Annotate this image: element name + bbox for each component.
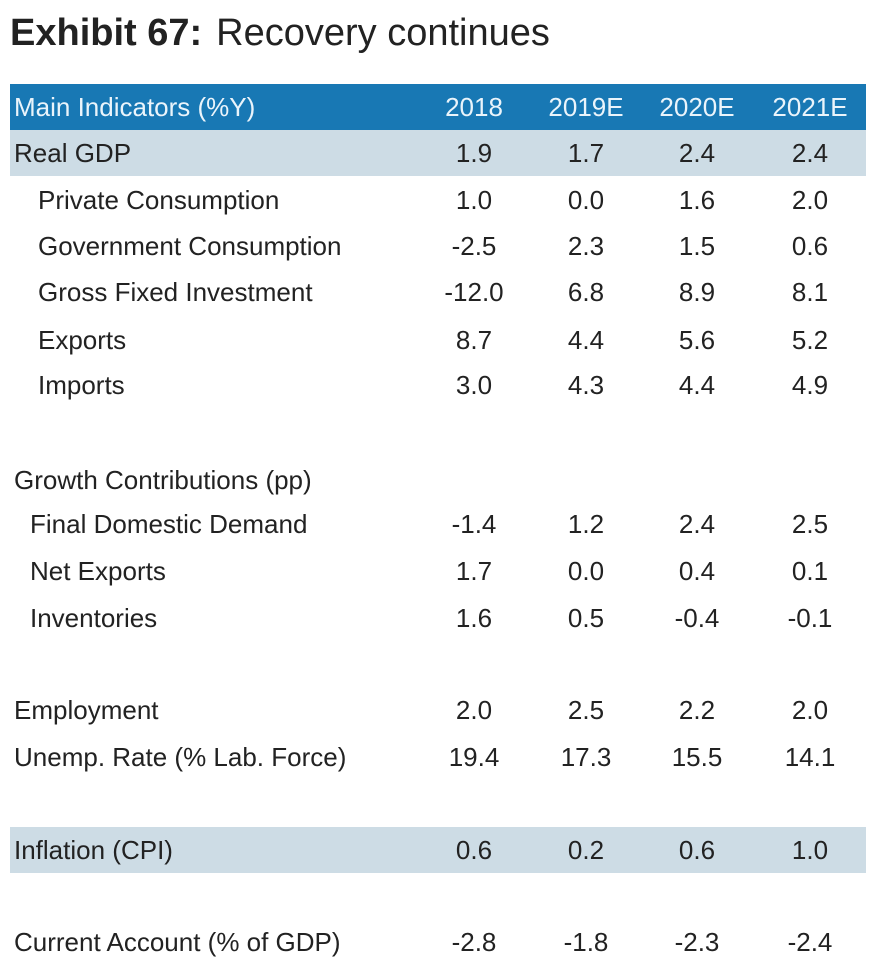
row-value: 0.6 bbox=[455, 834, 493, 865]
table-row: Net Exports 1.7 0.0 0.4 0.1 bbox=[10, 548, 866, 594]
row-value: -0.4 bbox=[674, 602, 720, 633]
row-value: 2.5 bbox=[567, 694, 605, 725]
row-value: 2.4 bbox=[678, 137, 716, 168]
row-value: 1.7 bbox=[455, 555, 493, 586]
row-value: 1.0 bbox=[791, 834, 829, 865]
row-value: 4.4 bbox=[678, 369, 716, 400]
table-row: Gross Fixed Investment -12.0 6.8 8.9 8.1 bbox=[10, 269, 866, 315]
row-value: 0.1 bbox=[791, 555, 829, 586]
table-row: Private Consumption 1.0 0.0 1.6 2.0 bbox=[10, 177, 866, 223]
table-row: Growth Contributions (pp) bbox=[10, 457, 866, 503]
exhibit-number: Exhibit 67: bbox=[10, 12, 203, 54]
row-value: -2.8 bbox=[451, 926, 497, 957]
row-value: 19.4 bbox=[448, 741, 500, 772]
table-row: Final Domestic Demand -1.4 1.2 2.4 2.5 bbox=[10, 501, 866, 547]
row-value: 3.0 bbox=[455, 369, 493, 400]
table-row: Government Consumption -2.5 2.3 1.5 0.6 bbox=[10, 223, 866, 269]
table-row: Exports 8.7 4.4 5.6 5.2 bbox=[10, 317, 866, 363]
column-header: 2019E bbox=[548, 91, 624, 122]
row-value: -2.3 bbox=[674, 926, 720, 957]
row-value: 4.3 bbox=[567, 369, 605, 400]
row-value: 5.6 bbox=[678, 324, 716, 355]
row-value: 6.8 bbox=[567, 276, 605, 307]
row-value: 0.0 bbox=[567, 555, 605, 586]
exhibit-caption: Recovery continues bbox=[216, 12, 550, 54]
row-label: Exports bbox=[38, 324, 127, 355]
row-value: 0.0 bbox=[567, 184, 605, 215]
row-label: Government Consumption bbox=[38, 230, 342, 261]
row-value: 2.3 bbox=[567, 230, 605, 261]
row-value: 2.5 bbox=[791, 508, 829, 539]
row-value: 1.2 bbox=[567, 508, 605, 539]
row-label: Inflation (CPI) bbox=[14, 834, 173, 865]
row-label: Final Domestic Demand bbox=[30, 508, 308, 539]
table-row: Real GDP 1.9 1.7 2.4 2.4 bbox=[10, 130, 866, 176]
row-value: -1.8 bbox=[563, 926, 609, 957]
row-value: 0.2 bbox=[567, 834, 605, 865]
row-label: Employment bbox=[14, 694, 159, 725]
table-row: Inventories 1.6 0.5 -0.4 -0.1 bbox=[10, 595, 866, 641]
row-value: 2.0 bbox=[791, 184, 829, 215]
row-label: Net Exports bbox=[30, 555, 166, 586]
row-value: 1.5 bbox=[678, 230, 716, 261]
table-row: Inflation (CPI) 0.6 0.2 0.6 1.0 bbox=[10, 827, 866, 873]
table-row: Unemp. Rate (% Lab. Force) 19.4 17.3 15.5 14… bbox=[10, 734, 866, 780]
row-value: 1.6 bbox=[678, 184, 716, 215]
row-value: 8.9 bbox=[678, 276, 716, 307]
table-row: Current Account (% of GDP) -2.8 -1.8 -2.3 -2… bbox=[10, 919, 866, 965]
row-value: -2.4 bbox=[787, 926, 833, 957]
row-label: Unemp. Rate (% Lab. Force) bbox=[14, 741, 347, 772]
table-header: Main Indicators (%Y) 2018 2019E 2020E 20… bbox=[10, 84, 866, 130]
table-row: Imports 3.0 4.3 4.4 4.9 bbox=[10, 362, 866, 408]
column-header: 2020E bbox=[659, 91, 735, 122]
column-header: 2021E bbox=[772, 91, 848, 122]
row-value: 1.0 bbox=[455, 184, 493, 215]
row-value: -0.1 bbox=[787, 602, 833, 633]
column-header: 2018 bbox=[445, 91, 503, 122]
row-value: 0.6 bbox=[678, 834, 716, 865]
row-label: Real GDP bbox=[14, 137, 132, 168]
row-value: 4.4 bbox=[567, 324, 605, 355]
row-value: 17.3 bbox=[560, 741, 612, 772]
row-value: 5.2 bbox=[791, 324, 829, 355]
row-label: Private Consumption bbox=[38, 184, 280, 215]
row-value: 1.7 bbox=[567, 137, 605, 168]
row-value: 2.4 bbox=[791, 137, 829, 168]
row-value: 8.1 bbox=[791, 276, 829, 307]
row-label: Current Account (% of GDP) bbox=[14, 926, 341, 957]
exhibit-title: Exhibit 67: Recovery continues bbox=[10, 12, 550, 55]
row-value: 15.5 bbox=[671, 741, 723, 772]
table-row: Employment 2.0 2.5 2.2 2.0 bbox=[10, 687, 866, 733]
row-value: 2.2 bbox=[678, 694, 716, 725]
row-label: Imports bbox=[38, 369, 125, 400]
row-value: 2.4 bbox=[678, 508, 716, 539]
row-value: 0.5 bbox=[567, 602, 605, 633]
row-value: -1.4 bbox=[451, 508, 497, 539]
row-value: 2.0 bbox=[455, 694, 493, 725]
row-value: 0.6 bbox=[791, 230, 829, 261]
row-value: -12.0 bbox=[444, 276, 504, 307]
row-value: 2.0 bbox=[791, 694, 829, 725]
row-label: Inventories bbox=[30, 602, 158, 633]
row-value: 0.4 bbox=[678, 555, 716, 586]
row-label: Gross Fixed Investment bbox=[38, 276, 313, 307]
row-value: 1.6 bbox=[455, 602, 493, 633]
row-value: -2.5 bbox=[451, 230, 497, 261]
row-value: 14.1 bbox=[784, 741, 836, 772]
header-label: Main Indicators (%Y) bbox=[14, 91, 256, 122]
row-value: 8.7 bbox=[455, 324, 493, 355]
row-label: Growth Contributions (pp) bbox=[14, 464, 312, 495]
row-value: 4.9 bbox=[791, 369, 829, 400]
row-value: 1.9 bbox=[455, 137, 493, 168]
